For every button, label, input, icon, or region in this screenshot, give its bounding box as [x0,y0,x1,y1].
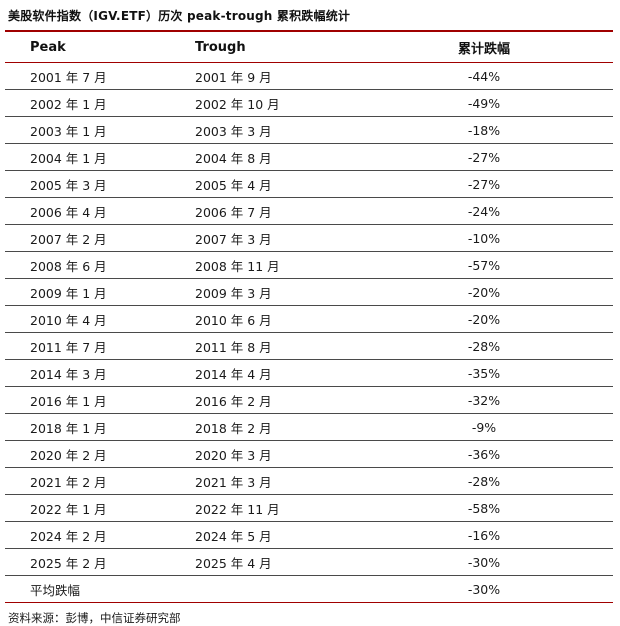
table-row: 2001 年 7 月 2001 年 9 月 -44% [5,62,613,90]
table-row: 2009 年 1 月 2009 年 3 月 -20% [5,278,613,306]
drawdown-cell: -18% [355,116,613,144]
drawdown-cell: -27% [355,143,613,171]
trough-cell: 2022 年 11 月 [170,494,355,522]
peak-cell: 2020 年 2 月 [5,440,170,468]
drawdown-cell: -20% [355,278,613,306]
trough-cell: 2011 年 8 月 [170,332,355,360]
trough-cell: 2001 年 9 月 [170,62,355,90]
drawdown-cell: -24% [355,197,613,225]
table-row: 2002 年 1 月 2002 年 10 月 -49% [5,89,613,117]
trough-cell: 2016 年 2 月 [170,386,355,414]
drawdown-cell: -10% [355,224,613,252]
peak-cell: 2010 年 4 月 [5,305,170,333]
peak-cell: 2008 年 6 月 [5,251,170,279]
table-row: 2022 年 1 月 2022 年 11 月 -58% [5,494,613,522]
table-row: 2020 年 2 月 2020 年 3 月 -36% [5,440,613,468]
table-row: 2011 年 7 月 2011 年 8 月 -28% [5,332,613,360]
trough-cell: 2007 年 3 月 [170,224,355,252]
drawdown-cell: -20% [355,305,613,333]
drawdown-cell: -58% [355,494,613,522]
col-header-trough: Trough [170,31,355,63]
trough-cell: 2003 年 3 月 [170,116,355,144]
trough-cell [170,575,355,603]
drawdown-cell: -35% [355,359,613,387]
peak-cell: 2018 年 1 月 [5,413,170,441]
peak-cell: 2021 年 2 月 [5,467,170,495]
trough-cell: 2024 年 5 月 [170,521,355,549]
peak-cell: 2022 年 1 月 [5,494,170,522]
trough-cell: 2005 年 4 月 [170,170,355,198]
trough-cell: 2014 年 4 月 [170,359,355,387]
table-body: 2001 年 7 月 2001 年 9 月 -44% 2002 年 1 月 2002 年… [5,62,613,603]
drawdown-cell: -57% [355,251,613,279]
table-row: 平均跌幅 -30% [5,575,613,603]
peak-cell: 2004 年 1 月 [5,143,170,171]
peak-cell: 2002 年 1 月 [5,89,170,117]
drawdown-table: Peak Trough 累计跌幅 2001 年 7 月 2001 年 9 月 -44… [5,30,613,603]
figure-title: 美股软件指数（IGV.ETF）历次 peak-trough 累积跌幅统计 [8,9,351,23]
table-row: 2007 年 2 月 2007 年 3 月 -10% [5,224,613,252]
peak-cell: 2025 年 2 月 [5,548,170,576]
report-figure: 美股软件指数（IGV.ETF）历次 peak-trough 累积跌幅统计 Pea… [5,9,613,625]
trough-cell: 2004 年 8 月 [170,143,355,171]
table-row: 2010 年 4 月 2010 年 6 月 -20% [5,305,613,333]
peak-cell: 2001 年 7 月 [5,62,170,90]
source-note: 资料来源：彭博，中信证券研究部 [8,611,181,625]
header-row: Peak Trough 累计跌幅 [5,31,613,63]
trough-cell: 2010 年 6 月 [170,305,355,333]
table-row: 2006 年 4 月 2006 年 7 月 -24% [5,197,613,225]
drawdown-cell: -28% [355,332,613,360]
trough-cell: 2008 年 11 月 [170,251,355,279]
table-row: 2014 年 3 月 2014 年 4 月 -35% [5,359,613,387]
drawdown-cell: -30% [355,548,613,576]
drawdown-cell: -32% [355,386,613,414]
table-row: 2021 年 2 月 2021 年 3 月 -28% [5,467,613,495]
table-row: 2025 年 2 月 2025 年 4 月 -30% [5,548,613,576]
peak-cell: 2005 年 3 月 [5,170,170,198]
peak-cell: 2003 年 1 月 [5,116,170,144]
table-row: 2003 年 1 月 2003 年 3 月 -18% [5,116,613,144]
trough-cell: 2020 年 3 月 [170,440,355,468]
table-row: 2024 年 2 月 2024 年 5 月 -16% [5,521,613,549]
trough-cell: 2006 年 7 月 [170,197,355,225]
table-row: 2008 年 6 月 2008 年 11 月 -57% [5,251,613,279]
trough-cell: 2021 年 3 月 [170,467,355,495]
table-row: 2016 年 1 月 2016 年 2 月 -32% [5,386,613,414]
trough-cell: 2025 年 4 月 [170,548,355,576]
drawdown-cell: -36% [355,440,613,468]
peak-cell: 2009 年 1 月 [5,278,170,306]
peak-cell: 2016 年 1 月 [5,386,170,414]
drawdown-cell: -16% [355,521,613,549]
drawdown-cell: -27% [355,170,613,198]
peak-cell: 2006 年 4 月 [5,197,170,225]
trough-cell: 2018 年 2 月 [170,413,355,441]
peak-cell: 2007 年 2 月 [5,224,170,252]
drawdown-cell: -28% [355,467,613,495]
col-header-drawdown: 累计跌幅 [355,31,613,63]
table-row: 2005 年 3 月 2005 年 4 月 -27% [5,170,613,198]
trough-cell: 2002 年 10 月 [170,89,355,117]
table-row: 2004 年 1 月 2004 年 8 月 -27% [5,143,613,171]
drawdown-cell: -49% [355,89,613,117]
drawdown-cell: -9% [355,413,613,441]
peak-cell: 平均跌幅 [5,575,170,603]
peak-cell: 2011 年 7 月 [5,332,170,360]
col-header-peak: Peak [5,31,170,63]
peak-cell: 2024 年 2 月 [5,521,170,549]
trough-cell: 2009 年 3 月 [170,278,355,306]
drawdown-cell: -44% [355,62,613,90]
drawdown-cell: -30% [355,575,613,603]
peak-cell: 2014 年 3 月 [5,359,170,387]
table-row: 2018 年 1 月 2018 年 2 月 -9% [5,413,613,441]
